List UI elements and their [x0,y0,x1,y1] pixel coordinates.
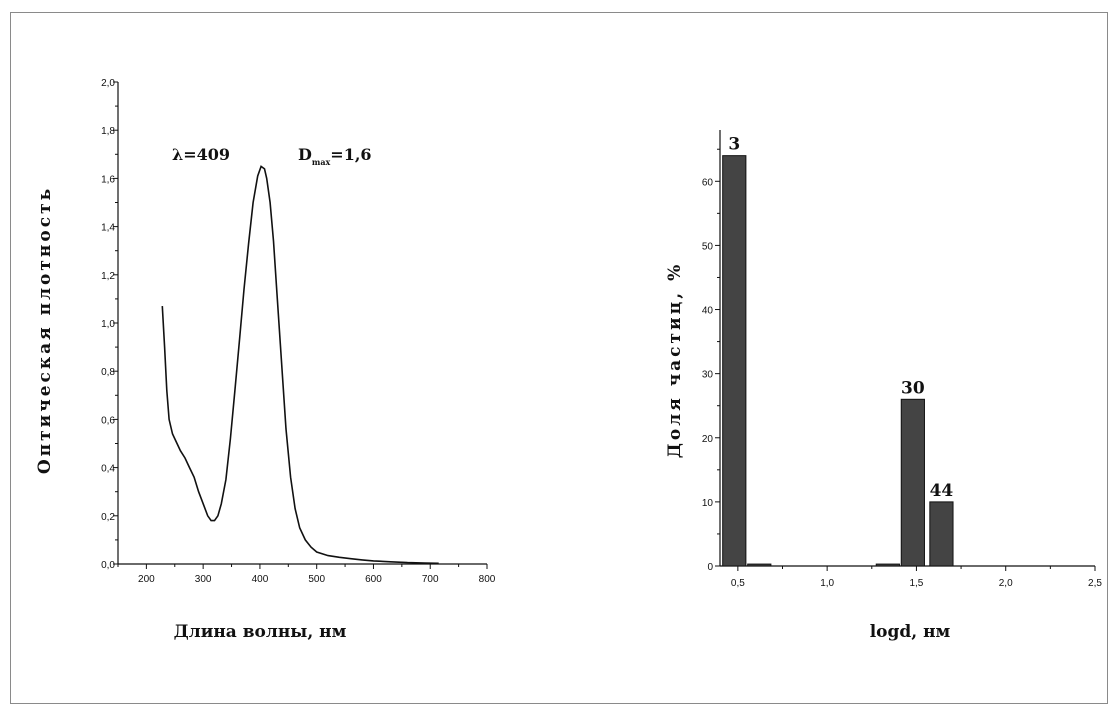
spectrum-line [161,165,439,565]
x-tick-label: 700 [422,574,439,585]
histogram-bar [747,563,772,567]
y-tick-label: 0,0 [101,560,115,571]
figure-frame [10,12,1108,704]
x-tick-label: 800 [479,574,496,585]
x-axis-title: Длина волны, нм [174,622,347,642]
x-tick-label: 500 [308,574,325,585]
max-density-value: =1,6 [330,145,371,164]
x-tick-label: 2,5 [1088,578,1102,589]
bar-value-label: 30 [901,378,925,398]
x-tick-label: 0,5 [731,578,745,589]
histogram-bar [875,563,900,567]
max-density-annotation: Dmax=1,6 [298,145,372,167]
x-tick-label: 200 [138,574,155,585]
y-tick-label: 50 [702,241,714,252]
y-tick-label: 0,6 [101,415,115,426]
y-tick-label: 0,4 [101,464,115,475]
y-tick-label: 20 [702,434,714,445]
y-tick-label: 40 [702,306,714,317]
max-density-subscript: max [312,157,331,167]
max-density-symbol: D [298,145,312,164]
y-tick-label: 0,8 [101,367,115,378]
y-tick-label: 0,2 [101,512,115,523]
histogram-bar [900,398,925,567]
y-tick-label: 10 [702,498,714,509]
x-tick-label: 600 [365,574,382,585]
y-tick-label: 1,4 [101,223,115,234]
x-tick-label: 1,5 [909,578,923,589]
x-axis-title: logd, нм [870,622,951,642]
x-tick-label: 1,0 [820,578,834,589]
peak-wavelength-annotation: λ=409 [172,145,230,164]
y-tick-label: 30 [702,370,714,381]
y-axis-title: Доля частиц, % [665,262,685,458]
y-tick-label: 0 [707,562,713,573]
histogram-bar [722,155,747,567]
x-tick-label: 2,0 [999,578,1013,589]
y-tick-label: 1,8 [101,126,115,137]
y-tick-label: 1,6 [101,174,115,185]
bar-value-label: 44 [930,481,954,501]
histogram-bar [929,501,954,567]
y-tick-label: 2,0 [101,78,115,89]
x-tick-label: 300 [195,574,212,585]
y-tick-label: 60 [702,177,714,188]
y-tick-label: 1,0 [101,319,115,330]
y-axis-title: Оптическая плотность [35,186,55,474]
x-tick-label: 400 [252,574,269,585]
y-tick-label: 1,2 [101,271,115,282]
bar-value-label: 3 [728,135,740,155]
